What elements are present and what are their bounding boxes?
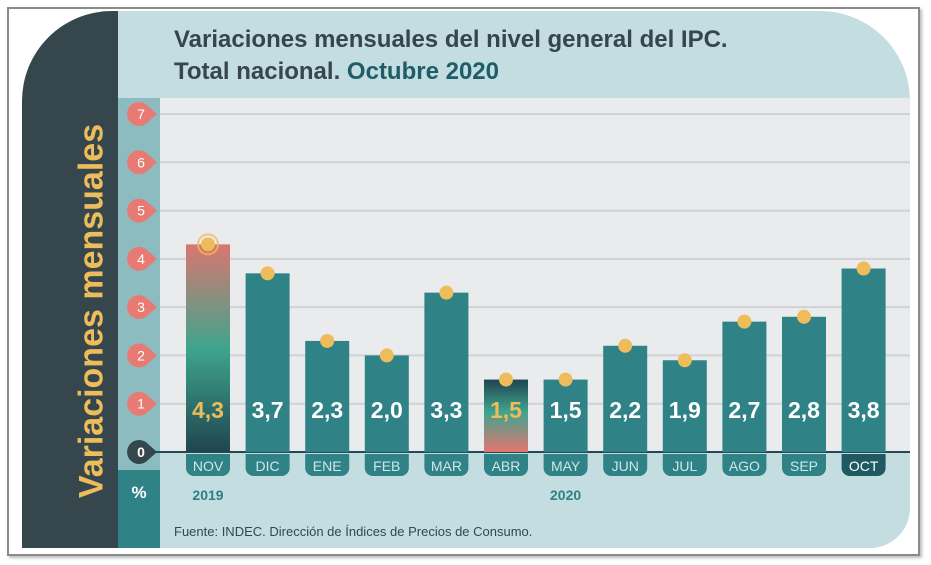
value-label: 2,3 xyxy=(311,397,343,423)
title-line-1: Variaciones mensuales del nivel general … xyxy=(174,26,728,53)
month-label: JUN xyxy=(612,458,639,474)
y-tick-marker xyxy=(127,343,157,368)
value-label: 3,7 xyxy=(252,397,284,423)
month-tab xyxy=(245,454,290,476)
value-label: 4,3 xyxy=(192,397,224,423)
month-tab xyxy=(186,454,230,476)
value-label: 1,9 xyxy=(669,397,701,423)
month-label: DIC xyxy=(256,458,280,474)
title-prefix: Total nacional. xyxy=(174,58,347,85)
month-label: SEP xyxy=(790,458,818,474)
value-dot xyxy=(320,333,335,348)
value-label: 3,8 xyxy=(848,397,880,423)
value-dot xyxy=(439,285,454,300)
bar-jun xyxy=(603,345,648,452)
month-label: MAY xyxy=(551,458,581,474)
y-tick-label: 3 xyxy=(137,299,145,315)
y-tick-label: 4 xyxy=(137,251,145,267)
y-tick-label: 2 xyxy=(137,347,145,363)
y-tick-marker xyxy=(127,391,157,416)
y-tick-marker xyxy=(127,150,157,175)
y-tick-marker xyxy=(127,198,157,223)
month-tab xyxy=(424,454,469,476)
value-dot xyxy=(379,348,394,363)
bar-ago xyxy=(722,321,767,452)
bar-sep xyxy=(782,316,826,452)
unit-label: % xyxy=(131,483,146,502)
y-tick-marker xyxy=(127,102,157,127)
value-label: 1,5 xyxy=(490,397,522,423)
bar-jul xyxy=(662,360,707,452)
value-dot xyxy=(618,338,633,353)
value-label: 2,2 xyxy=(609,397,641,423)
month-tab xyxy=(722,454,767,476)
dot-ring xyxy=(197,233,219,256)
month-tab xyxy=(364,454,409,476)
source-note: Fuente: INDEC. Dirección de Índices de P… xyxy=(174,524,533,539)
value-label: 3,3 xyxy=(430,397,462,423)
y-tick-label: 7 xyxy=(137,106,145,122)
title-highlight: Octubre 2020 xyxy=(346,58,499,85)
y-tick-marker xyxy=(127,295,157,320)
value-dot xyxy=(499,372,513,387)
month-label: NOV xyxy=(193,458,224,474)
year-label: 2019 xyxy=(192,487,223,503)
month-label: ABR xyxy=(492,458,521,474)
value-label: 1,5 xyxy=(550,397,582,423)
month-label: FEB xyxy=(373,458,400,474)
value-dot xyxy=(201,237,215,252)
month-tab xyxy=(603,454,648,476)
value-dot xyxy=(797,309,811,324)
bar-nov xyxy=(186,244,230,452)
year-label: 2020 xyxy=(550,487,581,503)
value-label: 2,0 xyxy=(371,397,403,423)
month-label: JUL xyxy=(672,458,697,474)
y-tick-label: 1 xyxy=(137,396,145,412)
month-tab xyxy=(841,454,886,476)
bar-mar xyxy=(424,292,469,452)
value-dot xyxy=(677,353,692,368)
bar-oct xyxy=(841,268,886,452)
value-dot xyxy=(260,266,275,281)
unit-cell xyxy=(118,470,160,548)
value-dot xyxy=(856,261,871,276)
month-tab xyxy=(543,454,588,476)
value-dot xyxy=(737,314,752,329)
bar-ene xyxy=(305,340,350,452)
month-label: AGO xyxy=(729,458,760,474)
month-tab xyxy=(305,454,350,476)
y-tick-marker xyxy=(127,440,157,464)
y-tick-marker xyxy=(127,246,157,271)
value-label: 2,8 xyxy=(788,397,820,423)
bar-feb xyxy=(364,355,409,452)
bar-may xyxy=(543,379,588,452)
bar-abr xyxy=(484,379,528,452)
value-dot xyxy=(558,372,573,387)
month-label: OCT xyxy=(849,458,879,474)
side-panel: Variaciones mensuales xyxy=(22,11,118,548)
chart-title: Variaciones mensuales del nivel general … xyxy=(174,24,728,88)
month-tab xyxy=(782,454,826,476)
month-label: ENE xyxy=(313,458,342,474)
y-tick-label: 5 xyxy=(137,203,145,219)
month-tab xyxy=(484,454,528,476)
y-tick-label: 6 xyxy=(137,154,145,170)
y-tick-label: 0 xyxy=(137,444,145,460)
month-tab xyxy=(662,454,707,476)
month-label: MAR xyxy=(431,458,462,474)
title-line-2: Total nacional. Octubre 2020 xyxy=(174,56,728,88)
bar-dic xyxy=(245,273,290,452)
value-label: 2,7 xyxy=(728,397,760,423)
